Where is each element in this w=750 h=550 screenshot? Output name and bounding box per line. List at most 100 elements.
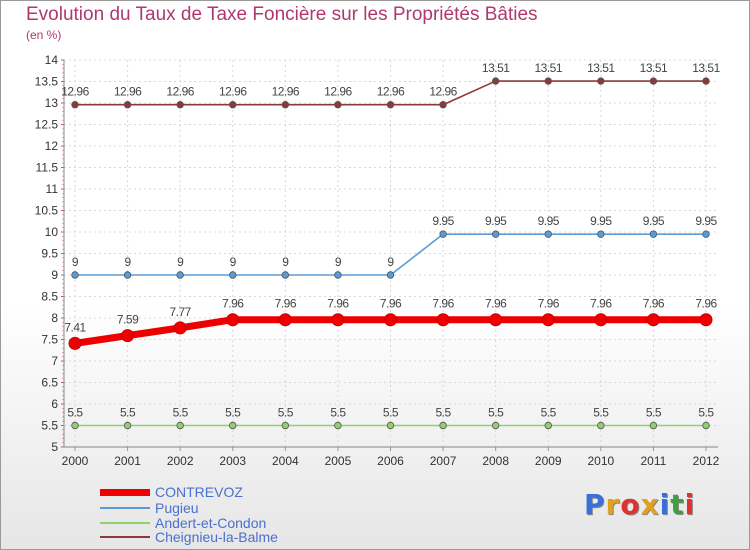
data-point: [702, 77, 710, 85]
data-point: [649, 230, 658, 238]
data-point: [71, 271, 79, 279]
y-tick-label: 12.5: [35, 118, 59, 132]
data-label: 5.5: [330, 406, 346, 420]
legend-label: Andert-et-Condon: [155, 515, 267, 531]
data-label: 12.96: [219, 85, 247, 99]
data-label: 9.95: [643, 214, 665, 228]
legend-swatch: [100, 507, 150, 509]
data-label: 9: [230, 255, 237, 269]
x-tick-label: 2012: [693, 454, 720, 468]
x-tick-label: 2001: [114, 454, 141, 468]
data-point: [649, 77, 658, 85]
y-tick-label: 12: [45, 139, 59, 153]
data-label: 5.5: [593, 406, 609, 420]
data-point: [334, 101, 342, 109]
data-point: [176, 421, 184, 430]
data-label: 9.95: [432, 214, 454, 228]
data-label: 7.96: [643, 297, 665, 311]
data-label: 5.5: [698, 406, 714, 420]
data-point: [281, 271, 290, 279]
data-point: [702, 421, 710, 430]
data-point: [281, 421, 290, 430]
data-label: 7.96: [590, 297, 612, 311]
data-label: 13.51: [692, 61, 720, 75]
x-tick-label: 2005: [325, 454, 352, 468]
y-tick-label: 5.5: [41, 419, 58, 433]
data-point: [229, 271, 237, 279]
data-point: [439, 421, 447, 430]
grid-layer: [64, 59, 718, 448]
data-point: [544, 77, 552, 85]
legend-swatch: [100, 536, 150, 538]
series-layer: [68, 77, 713, 430]
data-point: [331, 313, 345, 327]
data-point: [597, 421, 605, 430]
data-point: [229, 421, 237, 430]
data-label: 5.5: [278, 406, 294, 420]
data-label: 9: [387, 255, 394, 269]
data-label: 5.5: [541, 406, 557, 420]
data-label: 7.59: [117, 313, 139, 327]
data-label: 13.51: [640, 61, 668, 75]
x-tick-label: 2004: [272, 454, 299, 468]
chart-subtitle: (en %): [26, 28, 62, 42]
legend-label: Pugieu: [155, 500, 199, 516]
data-label: 5.5: [173, 406, 189, 420]
data-label: 12.96: [324, 85, 352, 99]
data-point: [541, 313, 555, 327]
data-point: [386, 421, 395, 430]
data-point: [121, 329, 135, 343]
legend-label: CONTREVOZ: [155, 484, 243, 500]
data-point: [334, 271, 342, 279]
x-tick-label: 2009: [535, 454, 562, 468]
x-tick-label: 2002: [167, 454, 194, 468]
data-label: 9: [335, 255, 342, 269]
data-point: [281, 101, 290, 109]
y-tick-label: 9: [51, 268, 58, 282]
data-point: [544, 421, 552, 430]
data-label: 12.96: [114, 85, 142, 99]
data-point: [649, 421, 658, 430]
x-tick-label: 2011: [641, 454, 667, 468]
x-tick-label: 2003: [219, 454, 246, 468]
data-label: 5.5: [225, 406, 241, 420]
data-label: 7.96: [485, 297, 507, 311]
data-label: 5.5: [646, 406, 662, 420]
data-point: [71, 421, 79, 430]
data-point: [386, 101, 395, 109]
y-tick-label: 7.5: [41, 333, 58, 347]
x-tick-label: 2000: [62, 454, 89, 468]
data-point: [699, 313, 713, 327]
data-label: 9: [124, 255, 131, 269]
data-label: 13.51: [534, 61, 562, 75]
proxiti-logo: Proxiti: [584, 488, 696, 521]
data-point: [229, 101, 237, 109]
y-tick-label: 7: [51, 354, 58, 368]
data-point: [123, 101, 132, 109]
y-tick-label: 6.5: [41, 376, 58, 390]
data-label: 5.5: [488, 406, 504, 420]
data-point: [491, 421, 500, 430]
legend-swatch: [100, 522, 150, 524]
y-tick-label: 10: [45, 225, 59, 239]
data-label: 13.51: [482, 61, 510, 75]
data-label: 13.51: [587, 61, 615, 75]
data-label: 9.95: [485, 214, 507, 228]
data-label: 7.96: [327, 297, 349, 311]
data-point: [68, 336, 82, 350]
data-label: 7.96: [538, 297, 560, 311]
data-point: [489, 313, 503, 327]
data-point: [439, 101, 447, 109]
data-point: [544, 230, 552, 238]
axis-layer: 5 5.5 6 6.5 7 7.5 8 8.5 9 9.5 10 10.5 11 11.5 12 12.5 13…: [35, 53, 720, 468]
data-point: [123, 421, 132, 430]
chart-title: Evolution du Taux de Taxe Foncière sur l…: [26, 4, 538, 25]
data-label: 12.96: [166, 85, 194, 99]
y-tick-label: 10.5: [35, 204, 59, 218]
y-tick-label: 5: [51, 440, 58, 454]
data-point: [386, 271, 395, 279]
data-label: 7.96: [222, 297, 244, 311]
data-label: 9.95: [538, 214, 560, 228]
data-label: 7.41: [64, 320, 86, 334]
